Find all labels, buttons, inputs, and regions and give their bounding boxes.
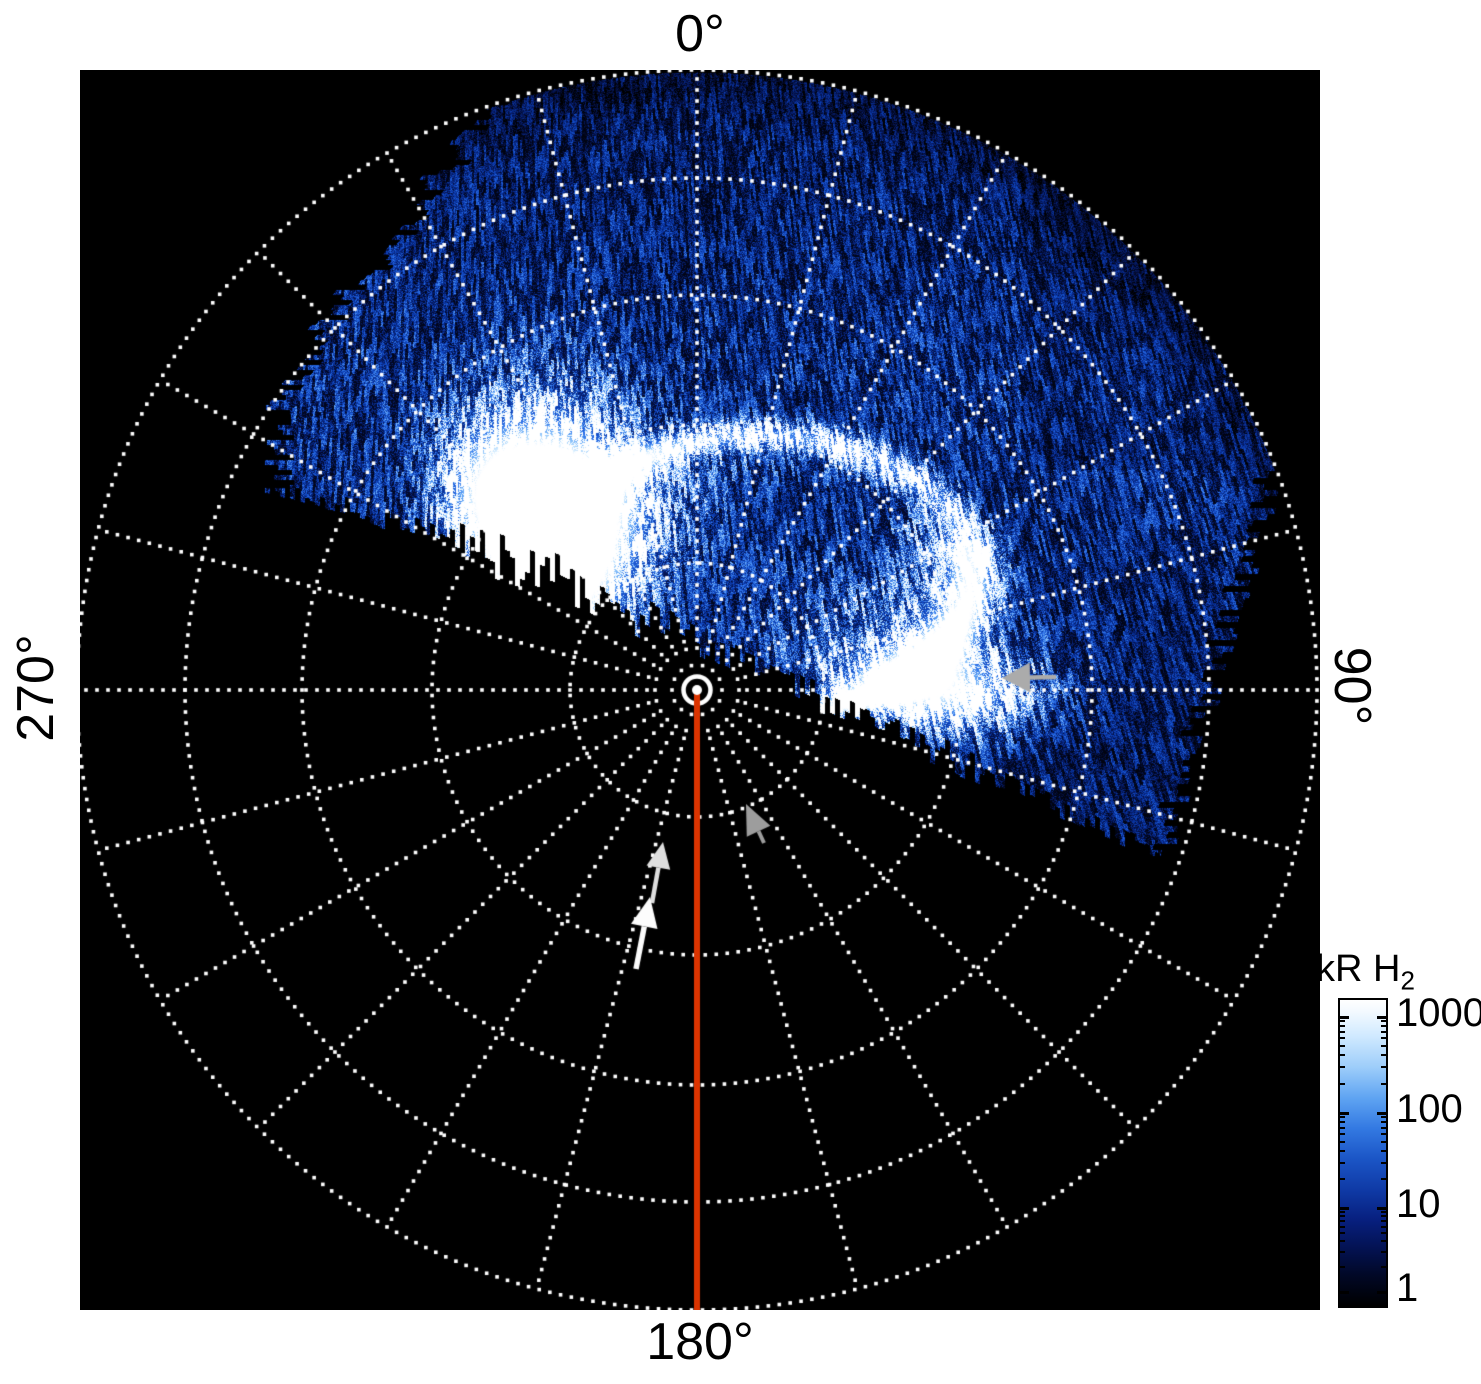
colorbar-tick: [1381, 1066, 1386, 1069]
colorbar-tick: [1377, 1290, 1386, 1294]
angle-label-270: 270°: [7, 634, 65, 742]
colorbar-tick: [1340, 1215, 1345, 1218]
colorbar-tick: [1340, 1066, 1345, 1069]
colorbar-tick: [1340, 1054, 1345, 1057]
colorbar-tick-label: 10: [1396, 1182, 1441, 1226]
colorbar-tick: [1381, 1210, 1386, 1213]
angle-label-90: 90°: [1323, 646, 1381, 726]
colorbar-tick: [1340, 1020, 1345, 1023]
colorbar-tick: [1381, 1020, 1386, 1023]
colorbar-tick: [1340, 1178, 1345, 1181]
colorbar-tick: [1381, 1025, 1386, 1028]
colorbar: [1338, 998, 1388, 1308]
colorbar-tick: [1340, 1220, 1345, 1222]
polar-plot-area: [80, 70, 1320, 1310]
colorbar-tick: [1340, 1025, 1345, 1028]
colorbar-title: kR H2: [1316, 948, 1415, 997]
colorbar-tick: [1340, 1133, 1345, 1136]
angle-label-0: 0°: [675, 5, 725, 63]
colorbar-tick: [1377, 1111, 1386, 1115]
colorbar-tick: [1381, 1133, 1386, 1136]
colorbar-tick: [1381, 1220, 1386, 1222]
colorbar-tick: [1381, 1054, 1386, 1057]
colorbar-tick: [1381, 1083, 1386, 1086]
colorbar-tick-label: 1: [1396, 1266, 1419, 1310]
colorbar-tick-label: 1000: [1396, 991, 1481, 1035]
colorbar-tick: [1381, 1116, 1386, 1119]
angle-label-180: 180°: [646, 1313, 754, 1371]
colorbar-tick: [1377, 1206, 1386, 1210]
colorbar-tick: [1340, 1083, 1345, 1086]
colorbar-tick: [1340, 1037, 1345, 1040]
colorbar-tick: [1340, 1161, 1345, 1164]
colorbar-tick: [1340, 1210, 1345, 1213]
aurora-image-canvas: [80, 70, 1320, 1310]
colorbar-tick: [1340, 1030, 1345, 1033]
colorbar-tick: [1381, 1121, 1386, 1124]
colorbar-tick: [1381, 1265, 1386, 1268]
colorbar-tick: [1340, 1225, 1345, 1228]
colorbar-title-sub: 2: [1400, 965, 1415, 996]
colorbar-tick: [1340, 1232, 1345, 1235]
colorbar-tick: [1381, 1149, 1386, 1152]
colorbar-tick: [1381, 1232, 1386, 1235]
colorbar-tick: [1381, 1225, 1386, 1228]
colorbar-tick: [1340, 1240, 1345, 1243]
colorbar-tick: [1381, 1240, 1386, 1243]
colorbar-tick: [1340, 1111, 1349, 1115]
colorbar-title-main: kR H: [1316, 948, 1401, 990]
colorbar-tick: [1340, 1044, 1345, 1047]
colorbar-tick: [1381, 1215, 1386, 1218]
colorbar-tick: [1381, 1250, 1386, 1253]
colorbar-tick: [1340, 1290, 1349, 1294]
colorbar-tick: [1381, 1037, 1386, 1040]
colorbar-tick: [1340, 1206, 1349, 1210]
colorbar-tick: [1340, 1265, 1345, 1268]
colorbar-tick: [1340, 1121, 1345, 1124]
colorbar-tick: [1340, 1015, 1349, 1019]
colorbar-tick-label: 100: [1396, 1087, 1463, 1131]
colorbar-tick: [1381, 1030, 1386, 1033]
colorbar-tick: [1340, 1149, 1345, 1152]
colorbar-tick: [1381, 1161, 1386, 1164]
colorbar-tick: [1340, 1250, 1345, 1253]
colorbar-tick: [1381, 1140, 1386, 1143]
colorbar-tick: [1340, 1140, 1345, 1143]
colorbar-tick: [1340, 1126, 1345, 1129]
colorbar-tick: [1377, 1015, 1386, 1019]
colorbar-tick: [1381, 1044, 1386, 1047]
colorbar-tick: [1381, 1126, 1386, 1129]
colorbar-tick: [1340, 1116, 1345, 1119]
colorbar-tick: [1381, 1178, 1386, 1181]
